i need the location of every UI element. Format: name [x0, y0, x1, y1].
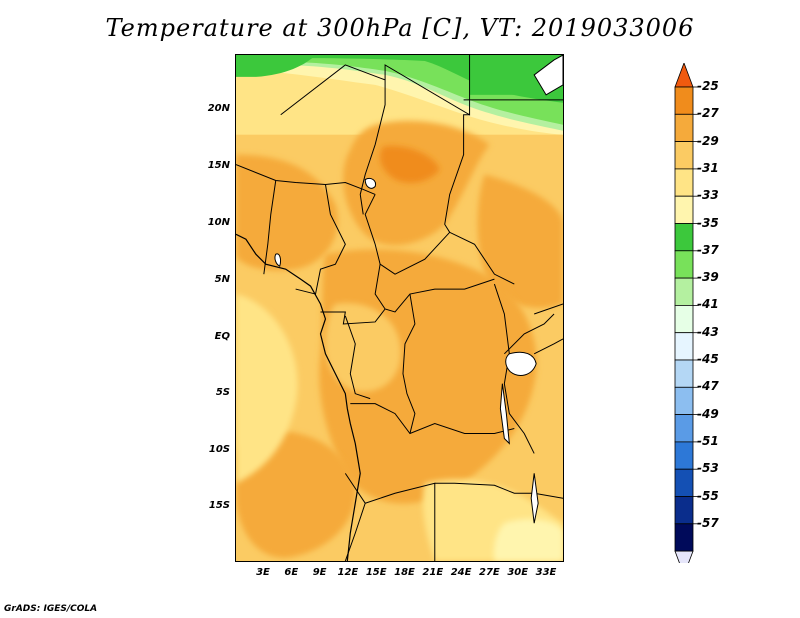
border-path — [344, 473, 366, 561]
colorbar-box — [674, 523, 694, 552]
border-path — [280, 64, 386, 215]
lon-label-27e: 27E — [479, 567, 500, 578]
border-path — [534, 303, 563, 315]
colorbar-label: -27 — [697, 106, 719, 121]
border-path — [263, 180, 277, 275]
lon-label-18e: 18E — [394, 567, 415, 578]
map-panel — [235, 54, 564, 562]
colorbar — [674, 63, 699, 563]
colorbar-top-triangle — [674, 63, 694, 88]
colorbar-label: -29 — [697, 133, 719, 148]
border-path — [374, 264, 495, 313]
orange-patch-southwest — [236, 430, 356, 559]
colorbar-box — [674, 277, 694, 306]
chart-title: Temperature at 300hPa [C], VT: 201903300… — [105, 14, 695, 42]
colorbar-label: -33 — [697, 188, 719, 203]
pale-yellow-patch-southeast — [493, 519, 563, 561]
lake-victoria — [505, 351, 537, 376]
lon-label-15e: 15E — [365, 567, 387, 578]
lon-label-33e: 33E — [535, 567, 557, 578]
lake-malawi — [530, 473, 539, 524]
border-path — [504, 313, 555, 355]
colorbar-box — [674, 441, 694, 470]
colorbar-box — [674, 168, 694, 197]
colorbar-label: -47 — [697, 379, 719, 394]
border-path — [493, 283, 535, 454]
coastline-path — [236, 233, 361, 561]
lon-label-6e: 6E — [284, 567, 299, 578]
colorbar-box — [674, 468, 694, 497]
colorbar-label: -53 — [697, 461, 719, 476]
colorbar-bottom-triangle — [674, 550, 694, 563]
colorbar-box — [674, 359, 694, 388]
border-path — [364, 194, 515, 285]
border-path — [444, 114, 470, 233]
colorbar-label: -45 — [697, 352, 719, 366]
colorbar-label: -49 — [697, 406, 719, 421]
light-yellow-patch-southwest — [236, 294, 298, 484]
colorbar-box — [674, 386, 694, 415]
border-path — [365, 482, 436, 561]
lon-label-3e: 3E — [256, 567, 270, 578]
lon-label-21e: 21E — [422, 567, 444, 578]
colorbar-box — [674, 86, 694, 115]
colorbar-box — [674, 414, 694, 443]
lon-label-30e: 30E — [507, 567, 529, 578]
lon-label-9e: 9E — [312, 567, 327, 578]
colorbar-box — [674, 113, 694, 142]
lat-label-15s: 15S — [208, 500, 230, 511]
green-dark-west-patch — [236, 55, 316, 77]
lat-label-eq: EQ — [214, 331, 230, 342]
temperature-field-map — [236, 55, 563, 561]
border-path — [344, 315, 371, 400]
colorbar-box — [674, 332, 694, 361]
colorbar-label: -43 — [697, 324, 719, 339]
border-path — [384, 55, 471, 116]
lat-label-10n: 10N — [207, 217, 230, 228]
dark-orange-patch-chad — [379, 145, 440, 183]
colorbar-label: -39 — [697, 270, 719, 285]
footer-credit: GrADS: IGES/COLA — [4, 604, 98, 614]
border-path — [320, 308, 386, 325]
lake-chad — [364, 178, 377, 189]
colorbar-label: -55 — [697, 488, 719, 503]
colorbar-box — [674, 496, 694, 525]
orange-patch-east — [477, 174, 563, 308]
lat-label-5n: 5N — [214, 274, 230, 285]
border-path — [434, 482, 563, 499]
colorbar-label: -25 — [697, 79, 719, 93]
colorbar-label: -37 — [697, 242, 719, 257]
lat-label-10s: 10S — [208, 444, 230, 455]
colorbar-label: -57 — [697, 515, 719, 530]
lat-label-5s: 5S — [215, 387, 230, 398]
coastline — [236, 233, 361, 561]
lon-label-24e: 24E — [450, 567, 472, 578]
colorbar-box — [674, 141, 694, 170]
light-yellow-patch-central — [325, 303, 401, 392]
colorbar-box — [674, 223, 694, 252]
red-sea — [533, 55, 563, 96]
lakes — [274, 55, 563, 524]
colorbar-box — [674, 250, 694, 279]
border-path — [402, 293, 416, 434]
colorbar-box — [674, 304, 694, 334]
colorbar-label: -51 — [697, 433, 719, 448]
lake-tanganyika — [499, 383, 510, 445]
border-path — [350, 403, 515, 435]
lat-label-20n: 20N — [207, 103, 230, 114]
country-borders — [236, 55, 563, 561]
lat-label-15n: 15N — [207, 160, 230, 171]
colorbar-box — [674, 195, 694, 224]
orange-patch-north-central — [343, 120, 490, 246]
colorbar-label: -35 — [697, 215, 719, 230]
colorbar-label: -31 — [697, 160, 719, 175]
lon-label-12e: 12E — [337, 567, 359, 578]
lake-volta — [274, 253, 282, 267]
colorbar-label: -41 — [697, 297, 719, 312]
border-path — [533, 338, 563, 355]
